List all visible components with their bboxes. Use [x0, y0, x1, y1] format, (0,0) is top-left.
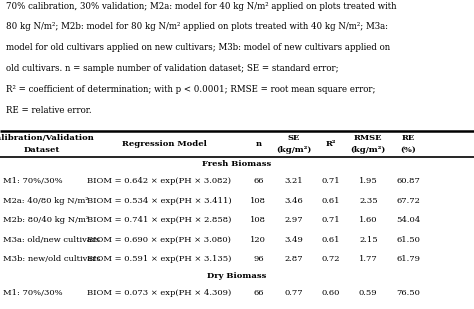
Text: 67.72: 67.72	[396, 197, 420, 205]
Text: 0.72: 0.72	[322, 255, 340, 263]
Text: 70% calibration, 30% validation; M2a: model for 40 kg N/m² applied on plots trea: 70% calibration, 30% validation; M2a: mo…	[6, 2, 396, 11]
Text: 2.35: 2.35	[359, 197, 378, 205]
Text: BIOM = 0.591 × exp(PH × 3.135): BIOM = 0.591 × exp(PH × 3.135)	[87, 255, 232, 263]
Text: BIOM = 0.642 × exp(PH × 3.082): BIOM = 0.642 × exp(PH × 3.082)	[87, 177, 231, 185]
Text: M3b: new/old cultivars: M3b: new/old cultivars	[3, 255, 100, 263]
Text: R²: R²	[326, 140, 337, 148]
Text: 54.04: 54.04	[396, 216, 420, 224]
Text: 60.87: 60.87	[396, 177, 420, 185]
Text: 3.49: 3.49	[284, 236, 303, 243]
Text: 0.59: 0.59	[359, 290, 378, 297]
Text: 61.50: 61.50	[396, 236, 420, 243]
Text: 96: 96	[253, 255, 264, 263]
Text: 0.61: 0.61	[322, 236, 340, 243]
Text: 0.61: 0.61	[322, 197, 340, 205]
Text: 3.46: 3.46	[284, 197, 303, 205]
Text: Calibration/Validation: Calibration/Validation	[0, 134, 95, 142]
Text: 2.15: 2.15	[359, 236, 378, 243]
Text: Fresh Biomass: Fresh Biomass	[202, 160, 272, 168]
Text: M2b: 80/40 kg N/m²: M2b: 80/40 kg N/m²	[3, 216, 89, 224]
Text: Dry Biomass: Dry Biomass	[207, 272, 267, 280]
Text: 1.77: 1.77	[359, 255, 378, 263]
Text: n: n	[255, 140, 261, 148]
Text: RE: RE	[402, 134, 415, 142]
Text: BIOM = 0.690 × exp(PH × 3.080): BIOM = 0.690 × exp(PH × 3.080)	[87, 236, 231, 243]
Text: 3.21: 3.21	[284, 177, 303, 185]
Text: 108: 108	[250, 197, 266, 205]
Text: M1: 70%/30%: M1: 70%/30%	[3, 290, 63, 297]
Text: Regression Model: Regression Model	[122, 140, 207, 148]
Text: M2a: 40/80 kg N/m²: M2a: 40/80 kg N/m²	[3, 197, 89, 205]
Text: 2.97: 2.97	[284, 216, 303, 224]
Text: 108: 108	[250, 216, 266, 224]
Text: 61.79: 61.79	[396, 255, 420, 263]
Text: 66: 66	[253, 290, 264, 297]
Text: M1: 70%/30%: M1: 70%/30%	[3, 177, 63, 185]
Text: Dataset: Dataset	[24, 146, 60, 154]
Text: 1.95: 1.95	[359, 177, 378, 185]
Text: 66: 66	[253, 177, 264, 185]
Text: 0.71: 0.71	[322, 177, 340, 185]
Text: BIOM = 0.534 × exp(PH × 3.411): BIOM = 0.534 × exp(PH × 3.411)	[87, 197, 232, 205]
Text: (kg/m²): (kg/m²)	[276, 146, 311, 154]
Text: (kg/m²): (kg/m²)	[351, 146, 386, 154]
Text: 0.60: 0.60	[322, 290, 340, 297]
Text: 0.77: 0.77	[284, 290, 303, 297]
Text: SE: SE	[288, 134, 300, 142]
Text: 0.71: 0.71	[322, 216, 340, 224]
Text: 76.50: 76.50	[396, 290, 420, 297]
Text: (%): (%)	[401, 146, 416, 154]
Text: old cultivars. n = sample number of validation dataset; SE = standard error;: old cultivars. n = sample number of vali…	[6, 64, 338, 73]
Text: BIOM = 0.073 × exp(PH × 4.309): BIOM = 0.073 × exp(PH × 4.309)	[87, 290, 231, 297]
Text: R² = coefficient of determination; with p < 0.0001; RMSE = root mean square erro: R² = coefficient of determination; with …	[6, 85, 375, 94]
Text: BIOM = 0.741 × exp(PH × 2.858): BIOM = 0.741 × exp(PH × 2.858)	[87, 216, 232, 224]
Text: RE = relative error.: RE = relative error.	[6, 106, 91, 115]
Text: M3a: old/new cultivars: M3a: old/new cultivars	[3, 236, 100, 243]
Text: model for old cultivars applied on new cultivars; M3b: model of new cultivars ap: model for old cultivars applied on new c…	[6, 44, 390, 53]
Text: 120: 120	[250, 236, 266, 243]
Text: 2.87: 2.87	[284, 255, 303, 263]
Text: 80 kg N/m²; M2b: model for 80 kg N/m² applied on plots treated with 40 kg N/m²; : 80 kg N/m²; M2b: model for 80 kg N/m² ap…	[6, 23, 388, 32]
Text: 1.60: 1.60	[359, 216, 378, 224]
Text: RMSE: RMSE	[354, 134, 383, 142]
